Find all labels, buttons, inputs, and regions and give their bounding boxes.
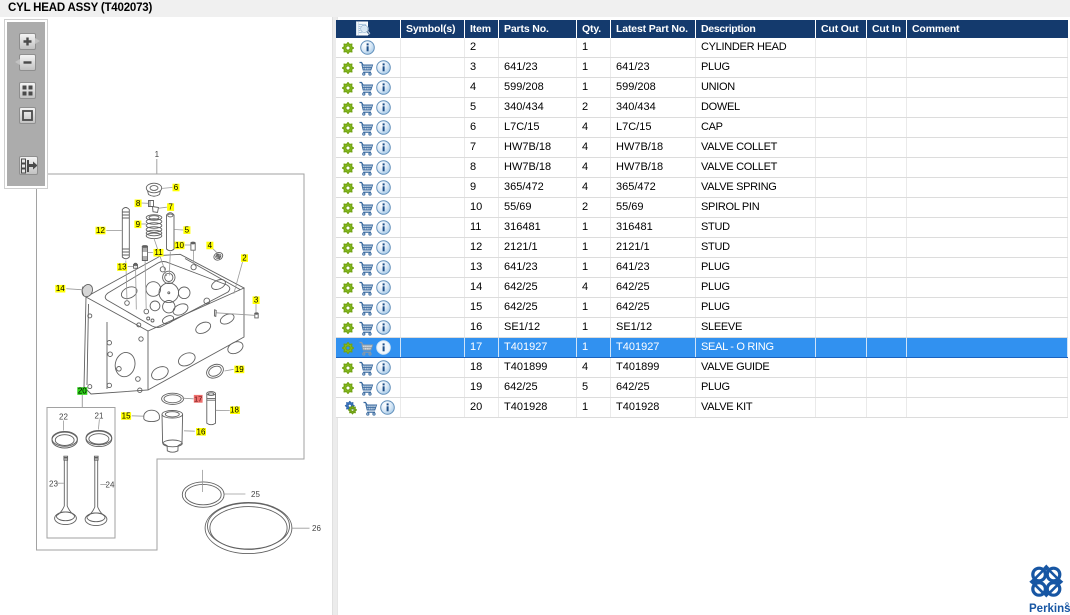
svg-text:5: 5 [185, 226, 190, 235]
svg-text:13: 13 [118, 263, 127, 272]
svg-text:17: 17 [194, 394, 202, 403]
svg-text:20: 20 [78, 387, 87, 396]
svg-text:16: 16 [197, 427, 206, 436]
svg-text:9: 9 [136, 220, 141, 229]
svg-text:23: 23 [49, 480, 58, 489]
svg-text:25: 25 [251, 490, 260, 499]
svg-text:4: 4 [208, 241, 213, 250]
svg-text:10: 10 [175, 241, 184, 250]
svg-text:12: 12 [96, 226, 105, 235]
svg-text:6: 6 [174, 183, 179, 192]
svg-text:2: 2 [242, 254, 247, 263]
svg-text:26: 26 [312, 524, 321, 533]
svg-text:11: 11 [154, 248, 163, 257]
svg-text:18: 18 [230, 406, 239, 415]
svg-text:14: 14 [56, 284, 65, 293]
svg-text:1: 1 [155, 150, 160, 159]
svg-text:19: 19 [235, 365, 244, 374]
svg-text:Perkins: Perkins [1029, 603, 1070, 615]
svg-text:21: 21 [95, 412, 104, 421]
svg-text:22: 22 [59, 413, 68, 422]
svg-text:8: 8 [136, 199, 141, 208]
svg-text:3: 3 [254, 296, 259, 305]
svg-text:24: 24 [106, 481, 115, 490]
svg-text:7: 7 [168, 203, 173, 212]
svg-text:15: 15 [122, 412, 131, 421]
